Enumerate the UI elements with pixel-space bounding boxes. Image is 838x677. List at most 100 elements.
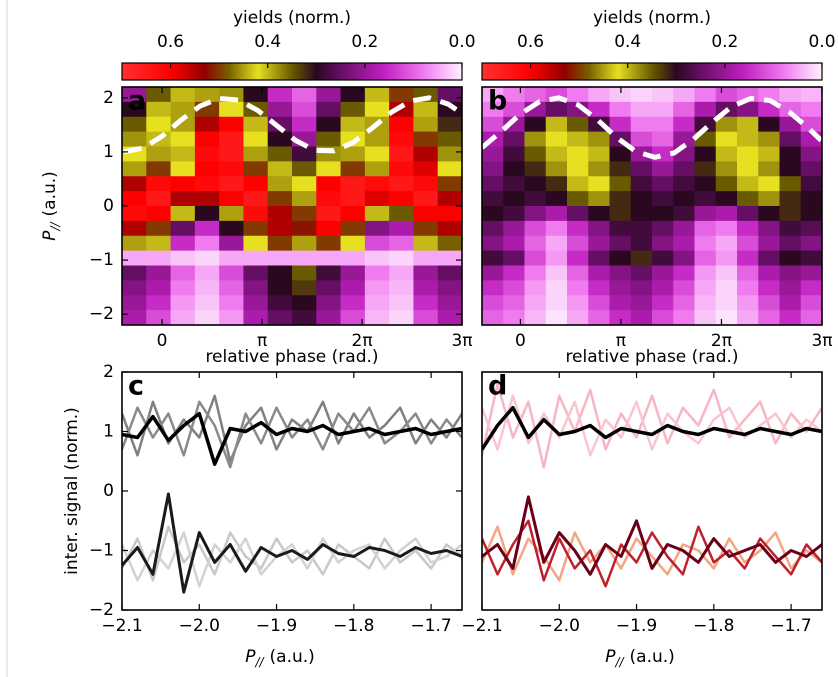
heatmap-cell bbox=[546, 295, 568, 310]
heatmap-cell bbox=[146, 280, 171, 295]
heatmap-cell bbox=[122, 221, 147, 236]
heatmap-cell bbox=[122, 191, 147, 206]
heatmap-cell bbox=[195, 147, 220, 162]
series-line bbox=[482, 497, 838, 574]
heatmap-cell bbox=[503, 176, 525, 191]
heatmap-cell bbox=[438, 191, 463, 206]
heatmap-cell bbox=[652, 161, 674, 176]
heatmap-cell bbox=[503, 147, 525, 162]
heatmap-cell bbox=[195, 87, 220, 102]
x-tick-label: 2π bbox=[711, 331, 732, 351]
panel-label: b bbox=[488, 86, 507, 117]
heatmap-cell bbox=[389, 87, 414, 102]
heatmap-cell bbox=[292, 87, 317, 102]
heatmap-cell bbox=[525, 147, 547, 162]
heatmap-cell bbox=[219, 176, 244, 191]
axis-subscript: // bbox=[254, 655, 265, 669]
heatmap-cell bbox=[567, 295, 589, 310]
heatmap-cell bbox=[567, 87, 589, 102]
heatmap-cell bbox=[195, 236, 220, 251]
heatmap-cell bbox=[292, 206, 317, 221]
panel-label: a bbox=[128, 86, 146, 117]
heatmap-cell bbox=[389, 132, 414, 147]
heatmap-cell bbox=[438, 221, 463, 236]
heatmap-cell bbox=[610, 251, 632, 266]
heatmap-cell bbox=[438, 280, 463, 295]
heatmap-cell bbox=[482, 221, 504, 236]
heatmap-cell bbox=[268, 132, 293, 147]
heatmap-cell bbox=[588, 236, 610, 251]
heatmap-cell bbox=[171, 221, 196, 236]
heatmap-cell bbox=[758, 280, 780, 295]
heatmap-cell bbox=[525, 295, 547, 310]
heatmap-cell bbox=[316, 117, 341, 132]
heatmap-cell bbox=[171, 191, 196, 206]
heatmap-cell bbox=[503, 266, 525, 281]
heatmap-cell bbox=[780, 191, 802, 206]
heatmap-cell bbox=[610, 206, 632, 221]
heatmap-cell bbox=[268, 176, 293, 191]
heatmap-cell bbox=[243, 236, 268, 251]
heatmap-cell bbox=[438, 236, 463, 251]
heatmap-cell bbox=[268, 221, 293, 236]
heatmap-cell bbox=[195, 221, 220, 236]
heatmap-cell bbox=[716, 236, 738, 251]
heatmap-cell bbox=[268, 310, 293, 325]
heatmap-cell bbox=[482, 191, 504, 206]
x-tick-label: 3π bbox=[451, 331, 472, 351]
heatmap-cell bbox=[525, 221, 547, 236]
heatmap-cell bbox=[413, 176, 438, 191]
heatmap-cell bbox=[567, 206, 589, 221]
heatmap-cell bbox=[195, 132, 220, 147]
heatmap-cell bbox=[195, 176, 220, 191]
heatmap-cell bbox=[673, 236, 695, 251]
y-tick-label: −1 bbox=[89, 250, 114, 270]
heatmap-cell bbox=[737, 161, 759, 176]
heatmap-cell bbox=[546, 310, 568, 325]
y-tick-label: −2 bbox=[89, 304, 114, 324]
heatmap-cell bbox=[243, 280, 268, 295]
heatmap-cell bbox=[389, 176, 414, 191]
heatmap-cell bbox=[219, 206, 244, 221]
heatmap-cell bbox=[673, 87, 695, 102]
heatmap-cell bbox=[316, 87, 341, 102]
x-tick-label: −1.8 bbox=[693, 616, 734, 636]
heatmap-cell bbox=[365, 310, 390, 325]
heatmap-cell bbox=[171, 87, 196, 102]
heatmap-cell bbox=[631, 176, 653, 191]
heatmap-cell bbox=[219, 295, 244, 310]
heatmap-cell bbox=[673, 266, 695, 281]
heatmap-cell bbox=[652, 251, 674, 266]
heatmap-cell bbox=[801, 176, 823, 191]
heatmap-cell bbox=[292, 102, 317, 117]
heatmap-cell bbox=[292, 310, 317, 325]
heatmap-cell bbox=[631, 132, 653, 147]
heatmap-cell bbox=[801, 206, 823, 221]
heatmap-cell bbox=[780, 280, 802, 295]
heatmap-cell bbox=[716, 87, 738, 102]
heatmap-cell bbox=[780, 176, 802, 191]
heatmap-cell bbox=[482, 266, 504, 281]
heatmap-cell bbox=[567, 266, 589, 281]
heatmap-cell bbox=[588, 295, 610, 310]
heatmap-cell bbox=[631, 161, 653, 176]
heatmap-cell bbox=[365, 132, 390, 147]
heatmap-cell bbox=[525, 280, 547, 295]
heatmap-cell bbox=[673, 251, 695, 266]
heatmap-cell bbox=[652, 206, 674, 221]
heatmap-cell bbox=[758, 310, 780, 325]
heatmap-cell bbox=[631, 295, 653, 310]
heatmap-cell bbox=[365, 266, 390, 281]
heatmap-cell bbox=[546, 132, 568, 147]
heatmap-cell bbox=[389, 280, 414, 295]
heatmap-cell bbox=[525, 117, 547, 132]
heatmap-cell bbox=[482, 310, 504, 325]
heatmap-cell bbox=[195, 191, 220, 206]
y-tick-label: 1 bbox=[103, 422, 114, 442]
heatmap-cell bbox=[243, 176, 268, 191]
heatmap-cell bbox=[503, 280, 525, 295]
heatmap-cell bbox=[503, 310, 525, 325]
heatmap-cell bbox=[316, 206, 341, 221]
heatmap-cell bbox=[801, 161, 823, 176]
heatmap-cell bbox=[316, 221, 341, 236]
